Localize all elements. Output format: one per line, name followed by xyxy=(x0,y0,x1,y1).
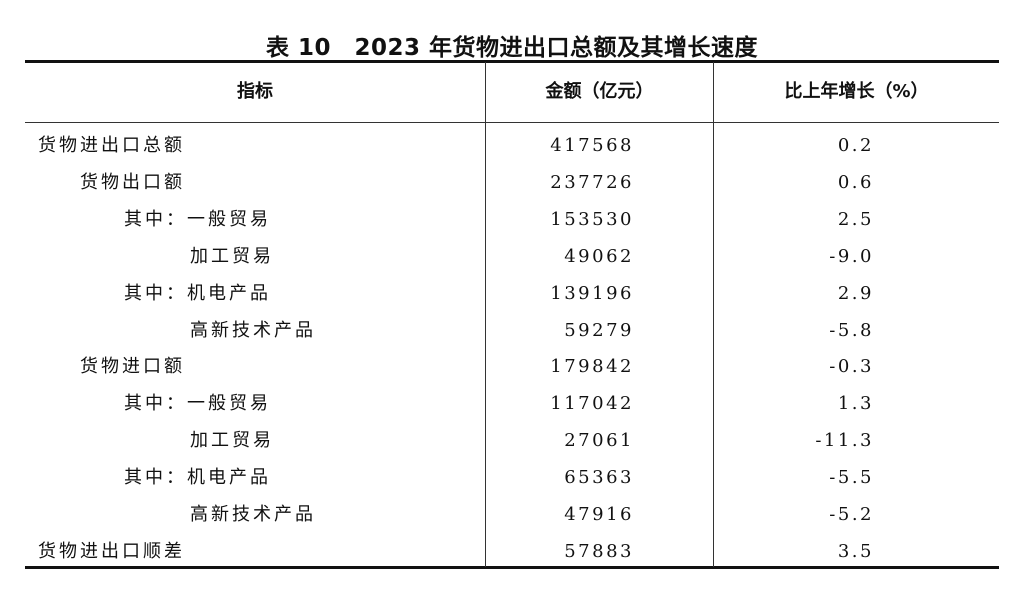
table-row: 其中：机电产品 65363 -5.5 xyxy=(0,459,1024,496)
row-amount: 417568 xyxy=(550,135,634,156)
row-amount: 153530 xyxy=(550,208,634,230)
header-indicator: 指标 xyxy=(237,81,273,102)
row-growth: -11.3 xyxy=(815,430,874,452)
table-row: 高新技术产品 47916 -5.2 xyxy=(0,496,1024,533)
row-growth: -5.8 xyxy=(829,319,874,341)
row-label: 其中：机电产品 xyxy=(124,282,271,304)
row-amount: 65363 xyxy=(564,467,634,489)
table-row: 货物出口额 237726 0.6 xyxy=(0,164,1024,201)
column-divider xyxy=(713,62,714,567)
row-growth: -5.2 xyxy=(829,504,874,525)
row-label: 货物出口额 xyxy=(80,171,185,193)
row-label: 加工贸易 xyxy=(190,245,274,267)
row-amount: 47916 xyxy=(564,504,634,525)
row-growth: -5.5 xyxy=(829,467,874,489)
row-amount: 179842 xyxy=(550,356,634,378)
row-label: 其中：一般贸易 xyxy=(124,208,271,230)
row-amount: 117042 xyxy=(550,393,634,415)
row-label: 加工贸易 xyxy=(190,430,274,452)
table-row: 货物进口额 179842 -0.3 xyxy=(0,348,1024,385)
header-amount: 金额（亿元） xyxy=(545,81,654,102)
row-amount: 57883 xyxy=(564,540,634,562)
table-row: 货物进出口顺差 57883 3.5 xyxy=(0,533,1024,570)
row-growth: -9.0 xyxy=(829,245,874,267)
header-rule xyxy=(25,122,999,123)
row-label: 货物进出口总额 xyxy=(38,135,185,156)
row-growth: 2.5 xyxy=(837,208,874,230)
row-growth: 1.3 xyxy=(837,393,874,415)
top-rule xyxy=(25,60,999,63)
table-row: 加工贸易 27061 -11.3 xyxy=(0,422,1024,459)
row-label: 货物进出口顺差 xyxy=(38,540,185,562)
table-row: 加工贸易 49062 -9.0 xyxy=(0,238,1024,275)
row-amount: 49062 xyxy=(564,245,634,267)
row-growth: -0.3 xyxy=(829,356,874,378)
table-row: 其中：一般贸易 117042 1.3 xyxy=(0,385,1024,422)
row-amount: 27061 xyxy=(564,430,634,452)
header-growth: 比上年增长（%） xyxy=(784,81,929,102)
row-label: 货物进口额 xyxy=(80,356,185,378)
row-growth: 0.2 xyxy=(837,135,874,156)
row-label: 高新技术产品 xyxy=(190,319,316,341)
table-row: 其中：机电产品 139196 2.9 xyxy=(0,275,1024,312)
row-growth: 2.9 xyxy=(837,282,874,304)
row-amount: 59279 xyxy=(564,319,634,341)
bottom-rule xyxy=(25,566,999,569)
table-title: 表 10 2023 年货物进出口总额及其增长速度 xyxy=(265,35,759,61)
table-row: 其中：一般贸易 153530 2.5 xyxy=(0,201,1024,238)
table-row: 货物进出口总额 417568 0.2 xyxy=(0,127,1024,164)
row-label: 其中：一般贸易 xyxy=(124,393,271,415)
row-label: 高新技术产品 xyxy=(190,504,316,525)
row-growth: 0.6 xyxy=(837,171,874,193)
row-label: 其中：机电产品 xyxy=(124,467,271,489)
column-divider xyxy=(485,62,486,567)
row-amount: 237726 xyxy=(550,171,634,193)
row-amount: 139196 xyxy=(550,282,634,304)
row-growth: 3.5 xyxy=(837,540,874,562)
table-row: 高新技术产品 59279 -5.8 xyxy=(0,312,1024,349)
